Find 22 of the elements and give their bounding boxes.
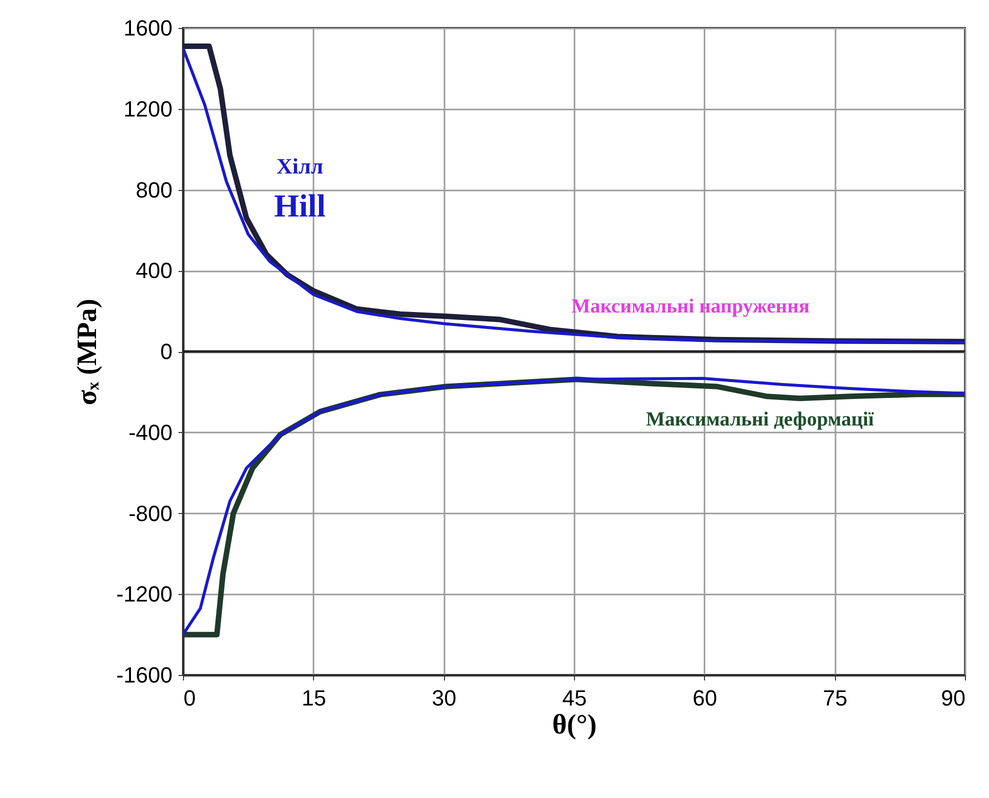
y-tick-label: -1200 bbox=[116, 582, 172, 607]
y-tick-label: 400 bbox=[136, 258, 172, 284]
x-tick-label: 75 bbox=[822, 686, 848, 710]
annotation: Максимальні деформації bbox=[646, 408, 874, 430]
x-axis-title: θ(°) bbox=[552, 710, 597, 740]
annotation: Hill bbox=[274, 188, 326, 224]
y-tick-label: 0 bbox=[160, 339, 172, 364]
y-tick-label: -800 bbox=[128, 500, 172, 526]
annotation: Максимальні напруження bbox=[571, 296, 810, 318]
y-tick-label: 1600 bbox=[124, 16, 172, 40]
x-tick-label: 0 bbox=[184, 686, 196, 710]
y-tick-label: -1600 bbox=[116, 662, 172, 688]
y-tick-label: -400 bbox=[128, 420, 172, 445]
x-tick-label: 45 bbox=[562, 686, 587, 710]
y-tick-label: 800 bbox=[136, 177, 172, 202]
x-tick-label: 30 bbox=[432, 686, 456, 710]
x-tick-label: 60 bbox=[692, 686, 718, 710]
y-tick-label: 1200 bbox=[124, 96, 172, 122]
x-tick-label: 15 bbox=[302, 686, 326, 710]
y-axis-title: σₓ (MPa) bbox=[72, 298, 104, 406]
x-tick-label: 90 bbox=[941, 686, 966, 710]
annotation: Хілл bbox=[276, 154, 324, 179]
